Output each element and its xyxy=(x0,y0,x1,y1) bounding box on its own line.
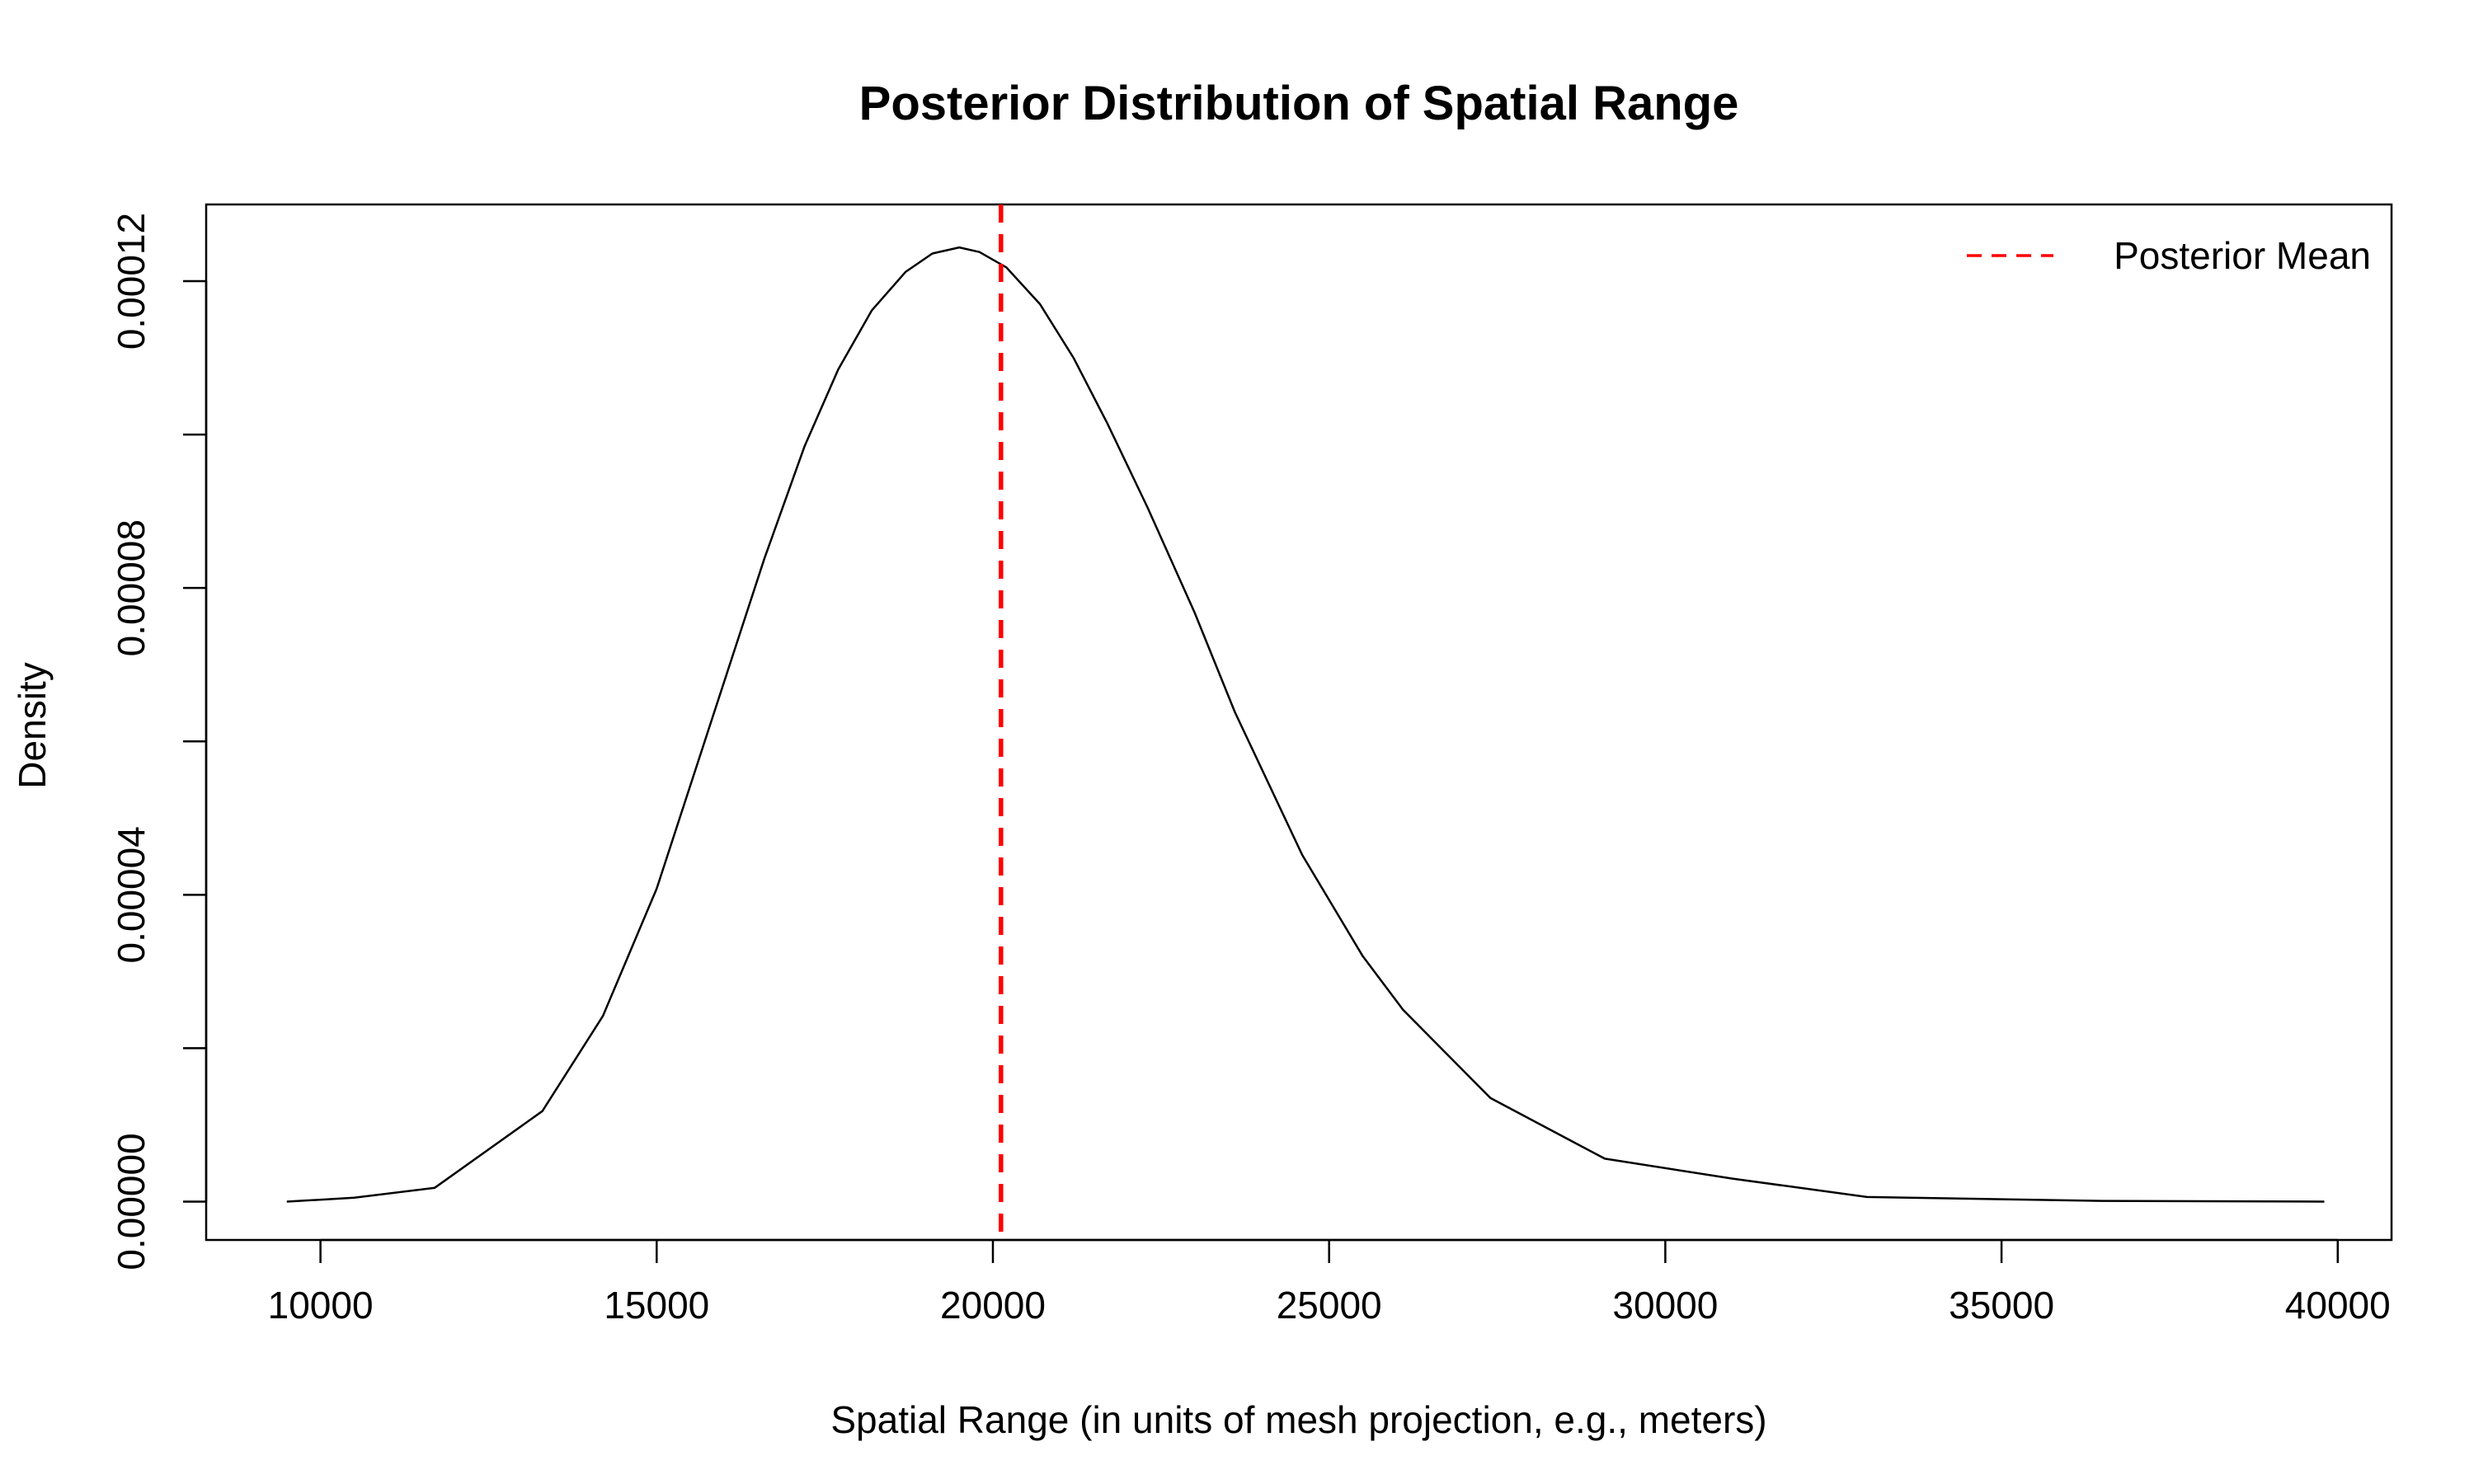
x-tick-label: 25000 xyxy=(1277,1284,1382,1327)
y-tick-label: 0.00008 xyxy=(110,519,153,656)
density-line xyxy=(286,246,2325,1203)
y-tick-label: 0.00012 xyxy=(110,213,153,350)
x-axis: 10000 15000 20000 25000 30000 35000 40000 xyxy=(268,1238,2391,1327)
x-tick-label: 20000 xyxy=(940,1284,1046,1327)
x-tick-label: 10000 xyxy=(268,1284,374,1327)
x-tick-label: 35000 xyxy=(1949,1284,2054,1327)
legend-label: Posterior Mean xyxy=(2114,234,2371,277)
x-axis-label: Spatial Range (in units of mesh projecti… xyxy=(830,1398,1766,1441)
x-tick-label: 40000 xyxy=(2285,1284,2391,1327)
x-tick-label: 30000 xyxy=(1612,1284,1718,1327)
y-axis: 0.00000 0.00004 0.00008 0.00012 xyxy=(110,213,208,1270)
plot-frame xyxy=(205,203,2393,1242)
legend: Posterior Mean xyxy=(1967,234,2371,277)
plot-area xyxy=(286,204,2325,1240)
y-tick-label: 0.00004 xyxy=(110,826,153,963)
chart-title: Posterior Distribution of Spatial Range xyxy=(859,77,1739,130)
x-tick-label: 15000 xyxy=(604,1284,709,1327)
y-tick-label: 0.00000 xyxy=(110,1133,153,1270)
y-axis-label: Density xyxy=(11,662,54,788)
